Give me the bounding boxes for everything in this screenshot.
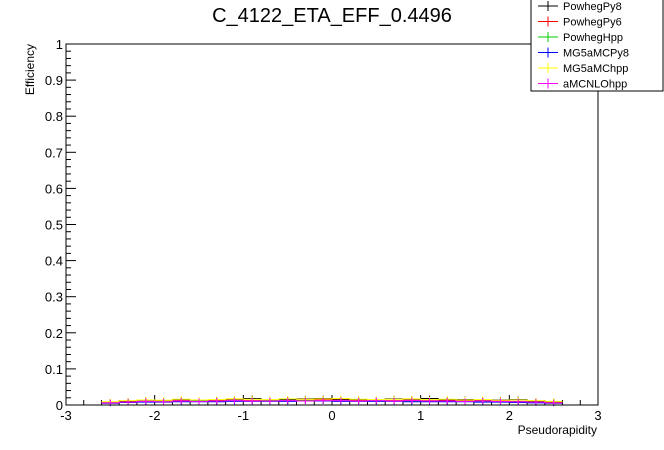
legend-entry: PowhegPy8 (538, 1, 622, 13)
legend-entry: aMCNLOhpp (538, 78, 627, 91)
y-tick-labels: 0 0.1 0.2 0.3 0.4 0.5 0.6 0.7 0.8 0.9 1 (45, 37, 63, 413)
legend-label: aMCNLOhpp (563, 79, 627, 91)
legend-entry: PowhegHpp (538, 32, 623, 44)
x-tick-label: 1 (417, 408, 424, 423)
x-tick-label: 3 (594, 408, 601, 423)
y-tick-label: 0.6 (45, 181, 63, 196)
y-tick-label: 1 (56, 37, 63, 52)
legend-entry: PowhegPy6 (538, 16, 622, 29)
y-tick-label: 0.3 (45, 290, 63, 305)
y-axis-label: Efficiency (23, 44, 37, 95)
legend-entries: PowhegPy8 PowhegPy6 PowhegHpp MG5aMCPy8 MG5a… (538, 1, 629, 91)
y-tick-label: 0.5 (45, 218, 63, 233)
y-tick-label: 0.2 (45, 326, 63, 341)
series-layer (101, 395, 563, 407)
legend-label: MG5aMChpp (563, 63, 628, 75)
legend-label: PowhegPy8 (563, 1, 622, 13)
legend-box (530, 0, 664, 92)
series-line (101, 400, 563, 404)
y-tick-label: 0.8 (45, 109, 63, 124)
plot-frame (65, 43, 599, 406)
legend-label: PowhegHpp (563, 32, 623, 44)
x-tick-label: 0 (328, 408, 335, 423)
y-tick-label: 0.4 (45, 254, 63, 269)
chart-title: C_4122_ETA_EFF_0.4496 (212, 5, 452, 27)
x-tick-label: -3 (60, 408, 72, 423)
x-axis-label: Pseudorapidity (518, 423, 597, 437)
y-tick-label: 0.1 (45, 362, 63, 377)
x-tick-label: -2 (149, 408, 161, 423)
legend-entry: MG5aMChpp (538, 63, 628, 75)
legend-entry: MG5aMCPy8 (538, 47, 629, 60)
y-tick-label: 0.9 (45, 73, 63, 88)
x-tick-label: 2 (506, 408, 513, 423)
legend-label: PowhegPy6 (563, 17, 622, 29)
legend-label: MG5aMCPy8 (563, 48, 629, 60)
y-tick-label: 0 (56, 398, 63, 413)
series-aMCNLOhpp (101, 397, 563, 406)
legend: PowhegPy8 PowhegPy6 PowhegHpp MG5aMCPy8 MG5a… (530, 0, 664, 92)
x-tick-labels: -3 -2 -1 0 1 2 3 (60, 408, 601, 423)
x-tick-label: -1 (238, 408, 250, 423)
y-tick-label: 0.7 (45, 145, 63, 160)
